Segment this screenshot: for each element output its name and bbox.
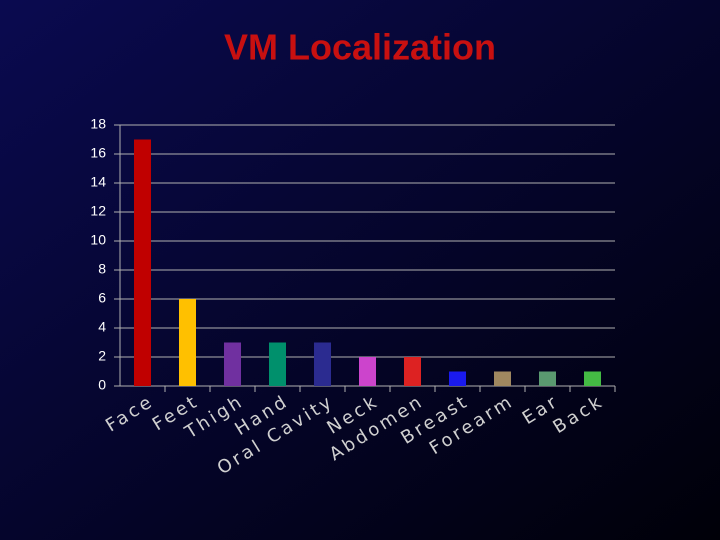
bar (449, 371, 466, 386)
y-tick-label: 18 (90, 116, 106, 132)
y-tick-label: 6 (98, 290, 106, 306)
y-tick-label: 0 (98, 377, 106, 393)
bar (359, 357, 376, 386)
bar (179, 299, 196, 386)
y-tick-label: 16 (90, 145, 106, 161)
bar (269, 342, 286, 386)
bar (314, 342, 331, 386)
y-tick-label: 10 (90, 232, 106, 248)
bar (404, 357, 421, 386)
y-tick-label: 12 (90, 203, 106, 219)
y-tick-label: 2 (98, 348, 106, 364)
bar (134, 139, 151, 386)
y-tick-label: 8 (98, 261, 106, 277)
bar (224, 342, 241, 386)
chart-title: VM Localization (224, 27, 496, 68)
bar (584, 371, 601, 386)
y-tick-label: 14 (90, 174, 106, 190)
y-tick-label: 4 (98, 319, 106, 335)
bar (539, 371, 556, 386)
bar (494, 371, 511, 386)
